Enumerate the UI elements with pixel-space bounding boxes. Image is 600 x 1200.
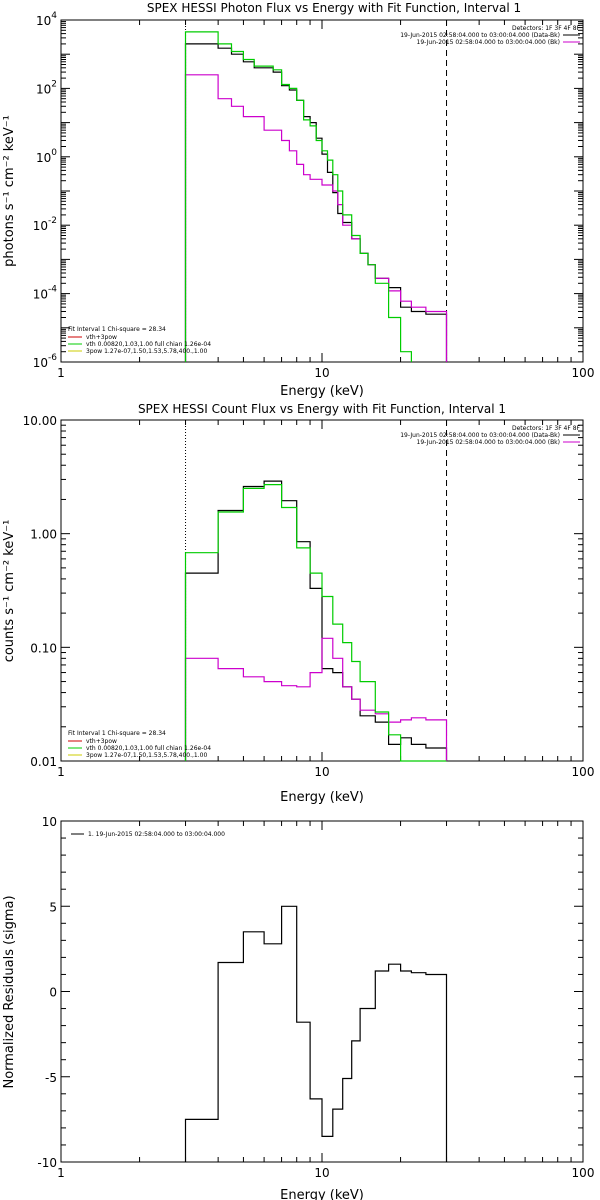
- data-series: [184, 480, 448, 762]
- x-axis-label: Energy (keV): [280, 1188, 364, 1200]
- x-tick-label: 100: [572, 1166, 595, 1180]
- legend-label: vth 0.00820,1.03,1.00 full chian 1.26e-0…: [86, 341, 211, 348]
- y-tick-label: 10-4: [33, 285, 58, 302]
- fit-info: Fit Interval 1 Chi-square = 28.34: [68, 326, 166, 333]
- x-tick-label: 10: [314, 765, 329, 779]
- y-tick-exponent: 0: [51, 148, 57, 158]
- legend-label: vth+3pow: [86, 334, 117, 341]
- series-line-0: [184, 43, 448, 362]
- x-tick-labels: 1 10 100: [57, 1166, 594, 1180]
- data-series: [184, 905, 448, 1162]
- count-flux-panel: SPEX HESSI Count Flux vs Energy with Fit…: [2, 402, 594, 805]
- legend-label: 19-Jun-2015 02:58:04.000 to 03:00:04.000…: [417, 39, 560, 46]
- fit-info: Fit Interval 1 Chi-square = 28.34: [68, 730, 166, 737]
- series-line-1: [184, 637, 448, 761]
- y-tick-exponent: 4: [51, 11, 57, 21]
- x-tick-label: 1: [57, 765, 65, 779]
- legend-label: 1. 19-Jun-2015 02:58:04.000 to 03:00:04.…: [88, 831, 225, 838]
- series-line-2: [184, 484, 447, 762]
- y-tick-labels: 0.01 0.10 1.00 10.00: [23, 414, 57, 769]
- x-tick-label: 10: [314, 366, 329, 380]
- x-tick-label: 1: [57, 1166, 65, 1180]
- x-tick-label: 100: [572, 366, 595, 380]
- y-tick-label: -5: [45, 1071, 57, 1085]
- y-axis-label: Normalized Residuals (sigma): [2, 895, 17, 1088]
- series-line-0: [184, 905, 448, 1162]
- legend-label: 19-Jun-2015 02:58:04.000 to 03:00:04.000…: [400, 432, 560, 439]
- y-axis-label: photons s⁻¹ cm⁻² keV⁻¹: [2, 115, 17, 267]
- legend-label: vth+3pow: [86, 738, 117, 745]
- legend-label: 3pow 1.27e-07,1.50,1.53,5.78,400.,1.00: [86, 348, 207, 355]
- series-line-0: [184, 480, 448, 761]
- reference-lines: [185, 420, 448, 761]
- photon-flux-panel: SPEX HESSI Photon Flux vs Energy with Fi…: [2, 1, 594, 399]
- legend-header: Detectors: 1F 3F 4F 8F: [512, 425, 581, 432]
- legend-label: 3pow 1.27e-07,1.50,1.53,5.78,400.,1.00: [86, 752, 207, 759]
- legend-label: 19-Jun-2015 02:58:04.000 to 03:00:04.000…: [417, 439, 560, 446]
- y-tick-label: 10-2: [33, 216, 57, 233]
- x-tick-label: 10: [314, 1166, 329, 1180]
- x-tick-labels: 1 10 100: [57, 366, 594, 380]
- y-tick-label: 104: [36, 11, 57, 28]
- y-tick-label: 10.00: [23, 414, 57, 428]
- x-tick-label: 1: [57, 366, 65, 380]
- chart-title: SPEX HESSI Photon Flux vs Energy with Fi…: [147, 1, 521, 15]
- legend-bottom: Fit Interval 1 Chi-square = 28.34 vth+3p…: [68, 730, 211, 759]
- plot-frame: [60, 19, 584, 363]
- reference-lines: [185, 20, 448, 362]
- x-tick-labels: 1 10 100: [57, 765, 594, 779]
- legend-top: Detectors: 1F 3F 4F 8F 19-Jun-2015 02:58…: [400, 425, 580, 446]
- y-tick-label: 10-6: [33, 353, 58, 370]
- y-axis-label: counts s⁻¹ cm⁻² keV⁻¹: [2, 520, 17, 663]
- data-series: [184, 31, 448, 362]
- y-tick-labels: -10 -5 0 5 10: [37, 815, 57, 1170]
- legend-top: 1. 19-Jun-2015 02:58:04.000 to 03:00:04.…: [71, 831, 225, 838]
- series-line-2: [184, 31, 412, 362]
- legend-top: Detectors: 1F 3F 4F 8F 19-Jun-2015 02:58…: [400, 25, 580, 46]
- legend-label: vth 0.00820,1.03,1.00 full chian 1.26e-0…: [86, 745, 211, 752]
- series-line-1: [184, 74, 448, 362]
- y-tick-exponent: 2: [51, 79, 57, 89]
- x-tick-label: 100: [572, 765, 595, 779]
- y-tick-exponent: -6: [48, 353, 57, 363]
- x-axis-label: Energy (keV): [280, 384, 364, 399]
- legend-label: 19-Jun-2015 02:58:04.000 to 03:00:04.000…: [400, 32, 560, 39]
- legend-header: Detectors: 1F 3F 4F 8F: [512, 25, 581, 32]
- y-tick-label: 100: [36, 148, 57, 165]
- legend-bottom: Fit Interval 1 Chi-square = 28.34 vth+3p…: [68, 326, 211, 355]
- y-tick-label: 0.01: [30, 755, 57, 769]
- y-tick-label: 10: [42, 815, 57, 829]
- y-tick-exponent: -4: [48, 285, 57, 295]
- y-tick-label: 1.00: [30, 528, 57, 542]
- y-tick-exponent: -2: [48, 216, 57, 226]
- y-tick-label: 5: [49, 900, 57, 914]
- y-tick-label: 0.10: [30, 641, 57, 655]
- axis-ticks: [60, 19, 584, 363]
- y-tick-labels: 10-6 10-4 10-2 100 102 104: [33, 11, 58, 370]
- y-tick-label: 102: [36, 79, 57, 96]
- residuals-panel: -10 -5 0 5 10 1 10 100 Energy (keV) Normalized…: [2, 815, 594, 1200]
- y-tick-label: 0: [49, 986, 57, 1000]
- chart-title: SPEX HESSI Count Flux vs Energy with Fit…: [138, 402, 506, 416]
- x-axis-label: Energy (keV): [280, 790, 364, 805]
- y-tick-label: -10: [37, 1156, 57, 1170]
- axis-ticks: [60, 820, 584, 1163]
